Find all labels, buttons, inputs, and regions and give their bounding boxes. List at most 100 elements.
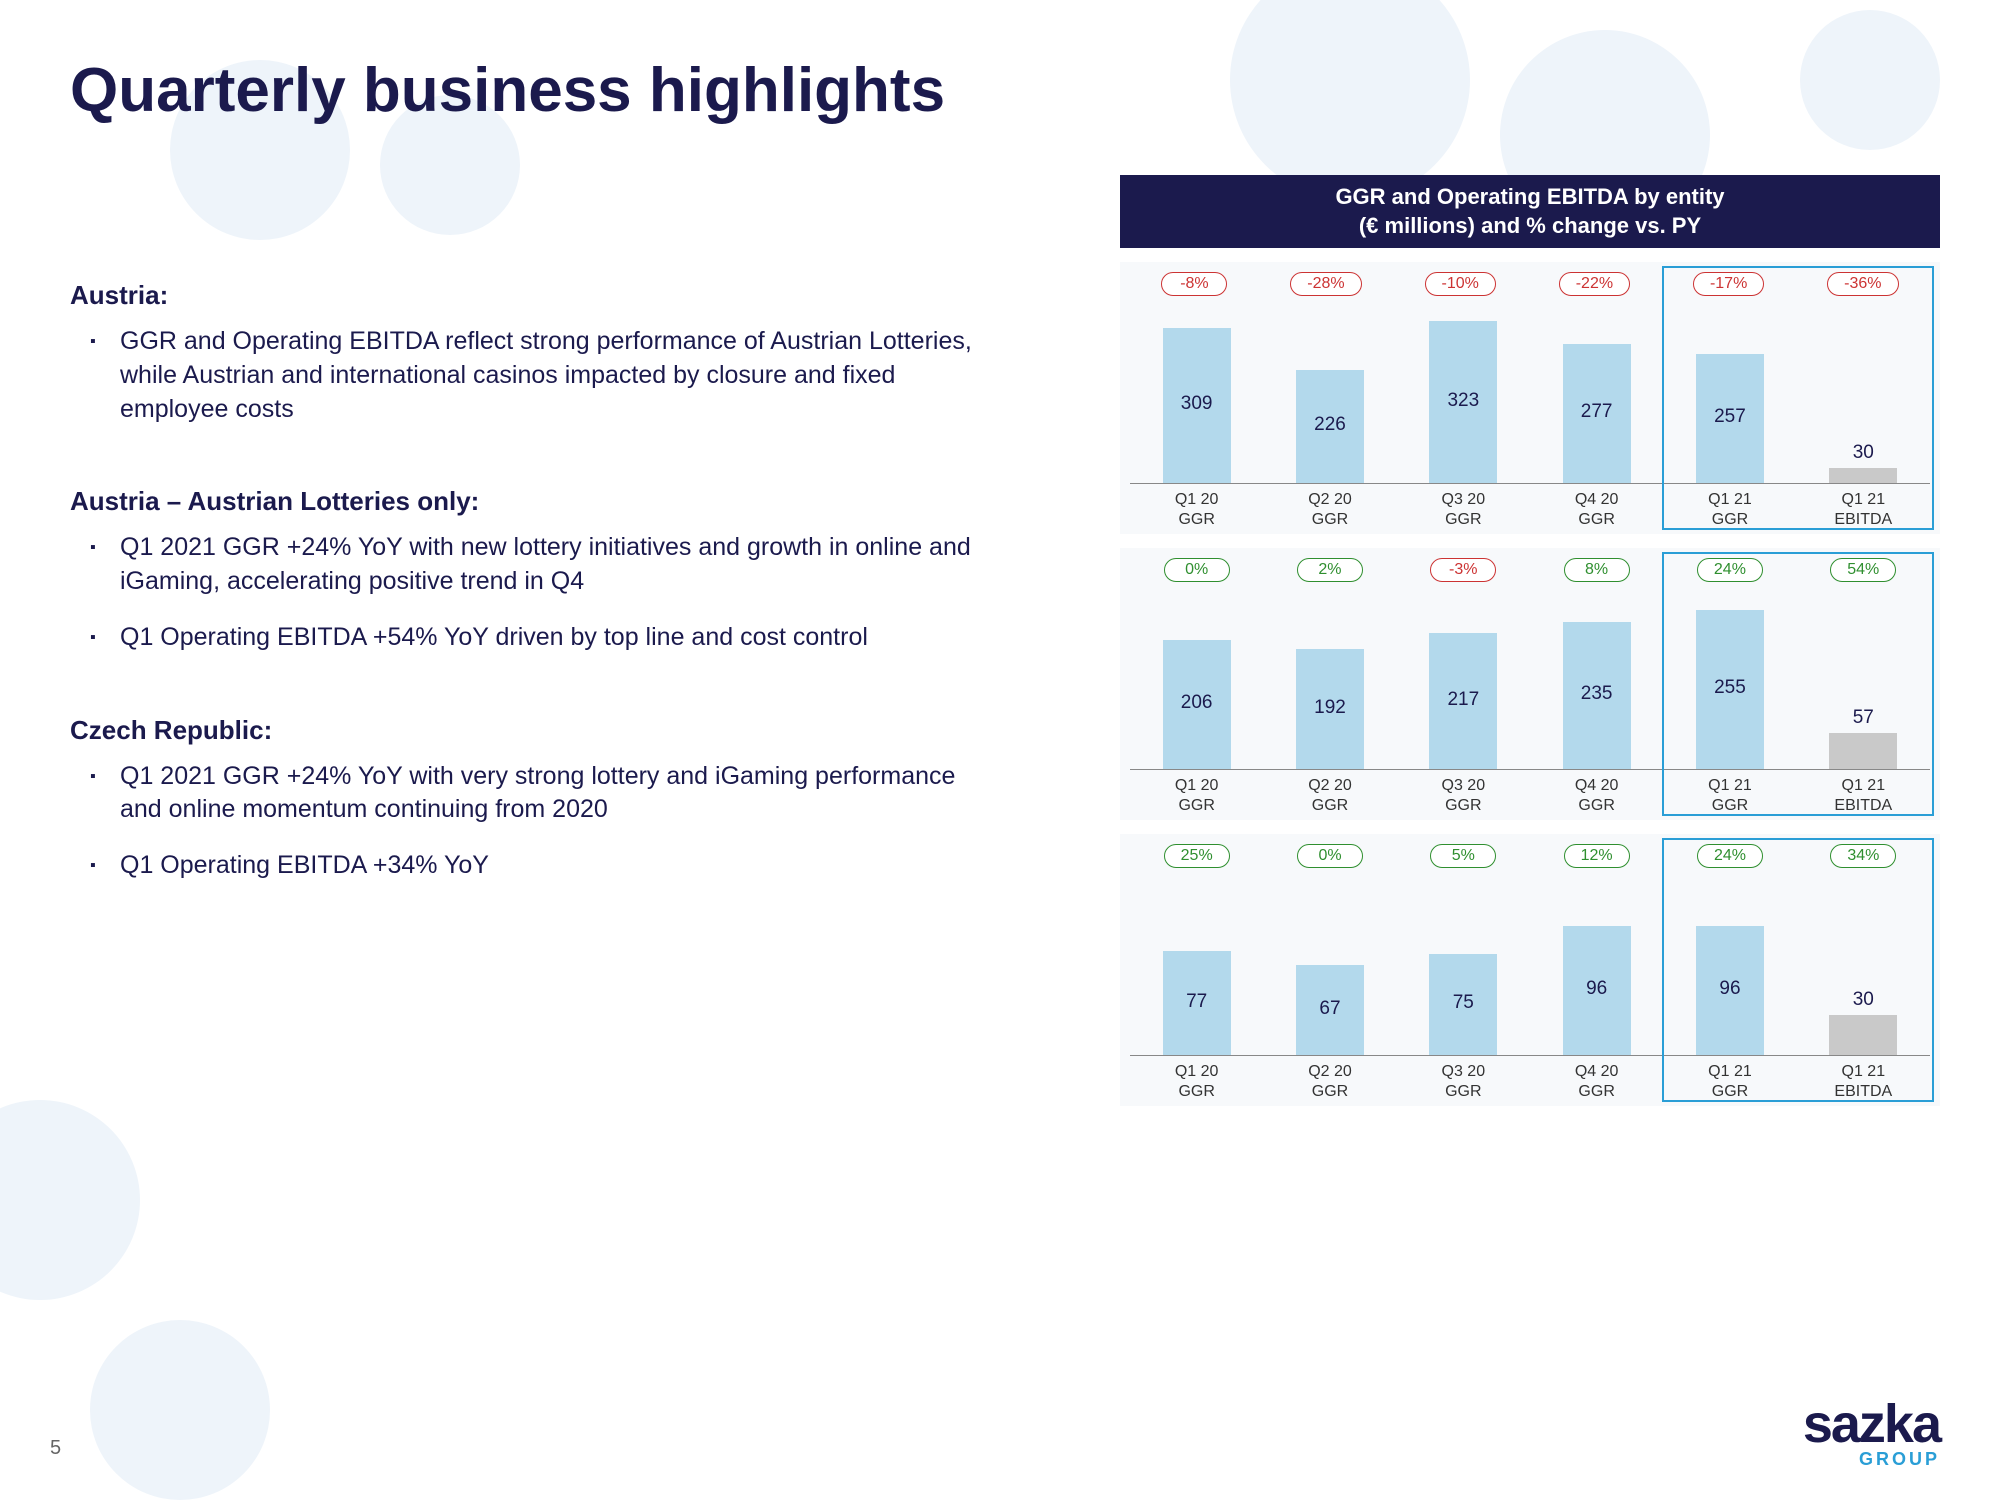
section-heading: Austria – Austrian Lotteries only: <box>70 486 990 517</box>
x-axis-label: Q3 20GGR <box>1397 490 1530 530</box>
x-axis-label: Q1 21EBITDA <box>1797 490 1930 530</box>
chart-block: 0% 2% -3% 8% 24% 54% 206 192 217 235 255 57 Q1 20GGR… <box>1120 548 1940 820</box>
bar-value: 57 <box>1853 707 1874 729</box>
x-axis-label: Q4 20GGR <box>1530 1062 1663 1102</box>
x-axis-label: Q1 20GGR <box>1130 490 1263 530</box>
x-axis-label: Q1 20GGR <box>1130 1062 1263 1102</box>
text-section: Austria: GGR and Operating EBITDA reflect… <box>70 280 990 426</box>
bar-value: 30 <box>1853 442 1874 464</box>
text-section: Czech Republic: Q1 2021 GGR +24% YoY with… <box>70 715 990 883</box>
bar-slot: 206 <box>1130 590 1263 769</box>
x-axis-label: Q1 21GGR <box>1663 490 1796 530</box>
bar-value: 206 <box>1181 692 1213 714</box>
bullet-item: Q1 Operating EBITDA +54% YoY driven by t… <box>120 621 990 655</box>
bar-slot: 255 <box>1663 590 1796 769</box>
bar-value: 77 <box>1186 991 1207 1013</box>
bar-slot: 323 <box>1397 304 1530 483</box>
bar-slot: 309 <box>1130 304 1263 483</box>
pct-change-pill: 12% <box>1564 844 1630 868</box>
bar-slot: 75 <box>1397 876 1530 1055</box>
background-circle <box>1230 0 1470 200</box>
pct-change-pill: -36% <box>1827 272 1898 296</box>
logo-main: sazka <box>1803 1400 1940 1449</box>
pct-change-pill: -10% <box>1425 272 1496 296</box>
pct-change-pill: 0% <box>1297 844 1363 868</box>
x-axis-label: Q4 20GGR <box>1530 776 1663 816</box>
bar <box>1829 733 1897 769</box>
x-axis-label: Q3 20GGR <box>1397 1062 1530 1102</box>
x-axis-label: Q1 21GGR <box>1663 776 1796 816</box>
bar-value: 277 <box>1581 401 1613 423</box>
pct-change-pill: 24% <box>1697 844 1763 868</box>
bar-slot: 235 <box>1530 590 1663 769</box>
bar-value: 96 <box>1719 978 1740 1000</box>
pct-change-pill: 0% <box>1164 558 1230 582</box>
bar-value: 257 <box>1714 406 1746 428</box>
charts-header-line1: GGR and Operating EBITDA by entity <box>1335 184 1724 209</box>
bar-value: 96 <box>1586 978 1607 1000</box>
slide-title: Quarterly business highlights <box>70 55 945 126</box>
pct-change-pill: -28% <box>1290 272 1361 296</box>
bar-value: 217 <box>1447 689 1479 711</box>
bar-slot: 77 <box>1130 876 1263 1055</box>
bar-value: 67 <box>1319 998 1340 1020</box>
x-axis-label: Q2 20GGR <box>1263 776 1396 816</box>
bar-value: 323 <box>1447 390 1479 412</box>
pct-change-row: 25%0%5%12%24%34% <box>1130 844 1930 868</box>
bar-slot: 96 <box>1530 876 1663 1055</box>
background-circle <box>90 1320 270 1500</box>
bar-slot: 30 <box>1797 876 1930 1055</box>
pct-change-pill: 24% <box>1697 558 1763 582</box>
pct-change-pill: 25% <box>1164 844 1230 868</box>
chart-block: -8%-28%-10%-22%-17%-36%30922632327725730… <box>1120 262 1940 534</box>
pct-change-row: 0% 2% -3% 8% 24% 54% <box>1130 558 1930 582</box>
bar-slot: 257 <box>1663 304 1796 483</box>
pct-change-pill: -17% <box>1693 272 1764 296</box>
pct-change-row: -8%-28%-10%-22%-17%-36% <box>1130 272 1930 296</box>
x-labels-row: Q1 20GGRQ2 20GGRQ3 20GGRQ4 20GGRQ1 21GGR… <box>1130 776 1930 816</box>
bar-value: 30 <box>1853 989 1874 1011</box>
charts-header-line2: (€ millions) and % change vs. PY <box>1359 213 1701 238</box>
page-number: 5 <box>50 1437 61 1460</box>
bars-area: 206 192 217 235 255 57 <box>1130 590 1930 770</box>
bullet-item: Q1 2021 GGR +24% YoY with very strong lo… <box>120 760 990 828</box>
pct-change-pill: 54% <box>1830 558 1896 582</box>
left-text-column: Austria: GGR and Operating EBITDA reflect… <box>70 280 990 943</box>
background-circle <box>1800 10 1940 150</box>
x-axis-label: Q1 21EBITDA <box>1797 776 1930 816</box>
background-circle <box>0 1100 140 1300</box>
bar <box>1829 1015 1897 1055</box>
x-labels-row: Q1 20GGRQ2 20GGRQ3 20GGRQ4 20GGRQ1 21GGR… <box>1130 490 1930 530</box>
section-heading: Czech Republic: <box>70 715 990 746</box>
logo: sazka GROUP <box>1803 1400 1940 1470</box>
bars-area: 309226 323 277 257 30 <box>1130 304 1930 484</box>
section-heading: Austria: <box>70 280 990 311</box>
pct-change-pill: -3% <box>1430 558 1496 582</box>
bar-slot: 226 <box>1263 304 1396 483</box>
x-axis-label: Q1 20GGR <box>1130 776 1263 816</box>
bars-area: 77 67 75 96 96 30 <box>1130 876 1930 1056</box>
bar-slot: 217 <box>1397 590 1530 769</box>
x-labels-row: Q1 20GGRQ2 20GGRQ3 20GGRQ4 20GGRQ1 21GGR… <box>1130 1062 1930 1102</box>
bar-value: 235 <box>1581 683 1613 705</box>
x-axis-label: Q1 21EBITDA <box>1797 1062 1930 1102</box>
bar-slot: 30 <box>1797 304 1930 483</box>
bar <box>1829 468 1897 483</box>
bar-slot: 67 <box>1263 876 1396 1055</box>
charts-header: GGR and Operating EBITDA by entity (€ mi… <box>1120 175 1940 248</box>
bar-slot: 57 <box>1797 590 1930 769</box>
bar-value: 75 <box>1453 992 1474 1014</box>
pct-change-pill: 8% <box>1564 558 1630 582</box>
pct-change-pill: 2% <box>1297 558 1363 582</box>
bar-slot: 192 <box>1263 590 1396 769</box>
x-axis-label: Q2 20GGR <box>1263 1062 1396 1102</box>
chart-block: 25%0%5%12%24%34%776775969630Q1 20GGRQ2 2… <box>1120 834 1940 1106</box>
x-axis-label: Q4 20GGR <box>1530 490 1663 530</box>
x-axis-label: Q2 20GGR <box>1263 490 1396 530</box>
bullet-item: Q1 Operating EBITDA +34% YoY <box>120 849 990 883</box>
bullet-item: Q1 2021 GGR +24% YoY with new lottery in… <box>120 531 990 599</box>
bar-slot: 96 <box>1663 876 1796 1055</box>
pct-change-pill: 34% <box>1830 844 1896 868</box>
bullet-item: GGR and Operating EBITDA reflect strong … <box>120 325 990 426</box>
pct-change-pill: -8% <box>1161 272 1227 296</box>
